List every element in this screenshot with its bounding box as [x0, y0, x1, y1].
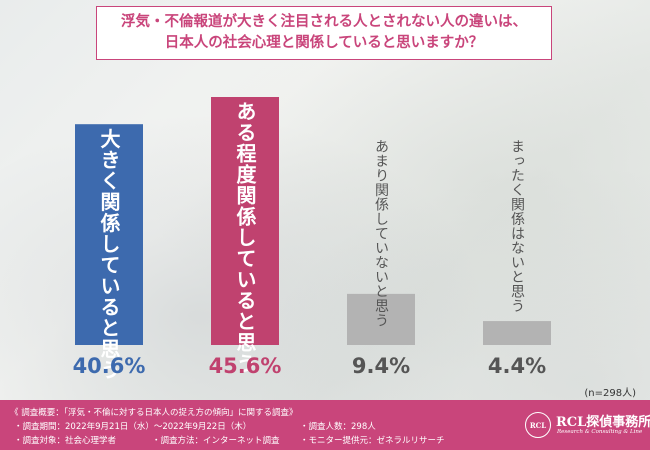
survey-footer: 《 調査概要：「浮気・不倫に対する日本人の捉え方の傾向」に関する調査》 ・調査期… [0, 400, 650, 450]
bar-1 [75, 124, 143, 345]
bar-2 [211, 97, 279, 345]
category-label-2: ある程度関係していると思う [233, 101, 257, 374]
sample-size-label: (n=298人) [584, 388, 636, 399]
bar-4 [483, 321, 551, 345]
category-label-3: あまり関係していないと思う [373, 139, 389, 328]
logo-subtitle: Research & Consulting & Line [557, 429, 643, 435]
value-label-4: 4.4% [488, 354, 546, 378]
category-label-1: 大きく関係していると思う [97, 128, 121, 380]
logo-name: RCL探偵事務所 [556, 415, 650, 430]
survey-method: ・調査方法：インターネット調査 [152, 436, 280, 446]
survey-overview: 《 調査概要：「浮気・不倫に対する日本人の捉え方の傾向」に関する調査》 [10, 408, 298, 418]
category-label-4: まったく関係はないと思う [509, 139, 525, 313]
survey-target: ・調査対象：社会心理学者 [14, 436, 117, 446]
survey-period: ・調査期間：2022年9月21日（水）～2022年9月22日（木） [14, 422, 252, 432]
bar-3 [347, 293, 415, 345]
logo-seal-icon: RCL [525, 412, 551, 438]
survey-provider: ・モニター提供元：ゼネラルリサーチ [300, 436, 445, 446]
question-box: 浮気・不倫報道が大きく注目される人とされない人の違いは、 日本人の社会心理と関係… [96, 6, 552, 60]
value-label-1: 40.6% [73, 354, 146, 378]
value-label-2: 45.6% [209, 354, 282, 378]
survey-count: ・調査人数：298人 [300, 422, 376, 432]
value-label-3: 9.4% [352, 354, 410, 378]
question-text: 浮気・不倫報道が大きく注目される人とされない人の違いは、 日本人の社会心理と関係… [121, 14, 527, 51]
